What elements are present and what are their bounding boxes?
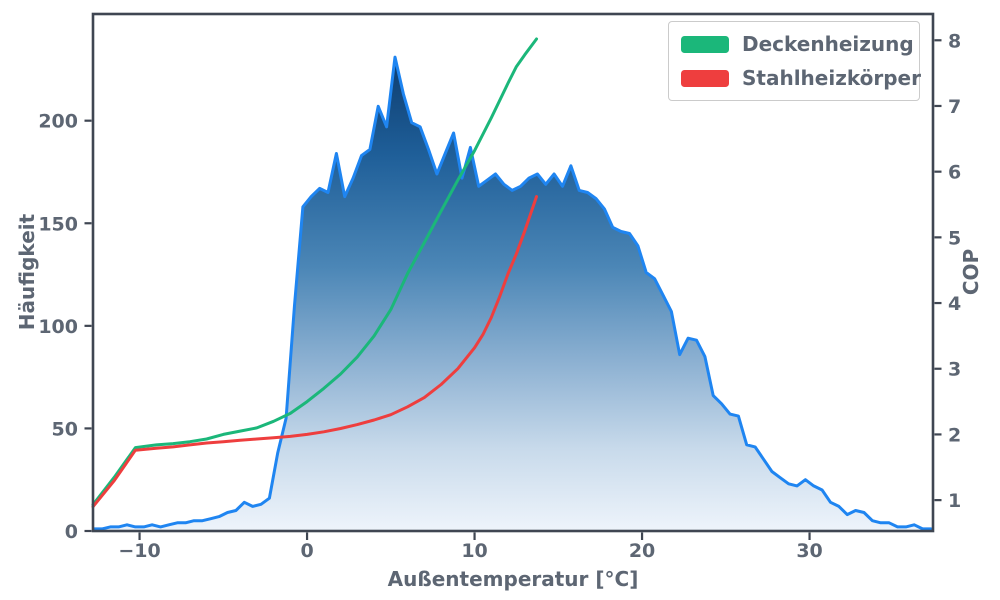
x-tick-label: 0 — [300, 540, 313, 562]
histogram-area — [93, 57, 931, 531]
x-tick-label: −10 — [118, 540, 160, 562]
y-left-tick-label: 100 — [38, 316, 78, 338]
y-right-tick-label: 3 — [948, 359, 961, 381]
x-tick-label: 30 — [796, 540, 822, 562]
y-right-tick-label: 8 — [948, 30, 961, 52]
y-axis-left-ticks: 0 50 100 150 200 — [38, 111, 92, 543]
stahlheizkoerper-swatch-icon — [681, 69, 729, 87]
histogram-line — [92, 55, 933, 531]
y-right-tick-label: 1 — [948, 490, 961, 512]
y-right-tick-label: 5 — [948, 227, 961, 249]
legend-item-deckenheizung: Deckenheizung — [681, 32, 919, 56]
stahlheizkoerper-label: Stahlheizkörper — [742, 66, 921, 90]
x-tick-label: 10 — [461, 540, 487, 562]
y-right-tick-label: 2 — [948, 424, 961, 446]
y-axis-label-right: COP — [959, 248, 983, 296]
series-line-stahlheizkoerper — [91, 195, 538, 509]
x-axis-ticks: −10 0 10 20 30 — [118, 532, 823, 562]
legend-item-stahlheizkoerper: Stahlheizkörper — [681, 66, 921, 90]
y-left-tick-label: 200 — [38, 111, 78, 133]
x-axis-label: Außentemperatur [°C] — [387, 567, 639, 591]
y-right-tick-label: 4 — [948, 293, 961, 315]
y-axis-label-left: Häufigkeit — [15, 213, 39, 331]
legend: Deckenheizung Stahlheizkörper — [668, 21, 921, 101]
y-left-tick-label: 150 — [38, 213, 78, 235]
deckenheizung-label: Deckenheizung — [742, 32, 914, 56]
y-axis-right-ticks: 1 2 3 4 5 6 7 8 — [934, 30, 961, 512]
y-left-tick-label: 50 — [52, 418, 78, 440]
y-right-tick-label: 6 — [948, 162, 961, 184]
y-right-tick-label: 7 — [948, 96, 961, 118]
y-left-tick-label: 0 — [65, 521, 78, 543]
deckenheizung-swatch-icon — [681, 35, 729, 53]
plot-spines — [91, 12, 935, 533]
series-line-deckenheizung — [91, 37, 538, 507]
x-tick-label: 20 — [629, 540, 655, 562]
